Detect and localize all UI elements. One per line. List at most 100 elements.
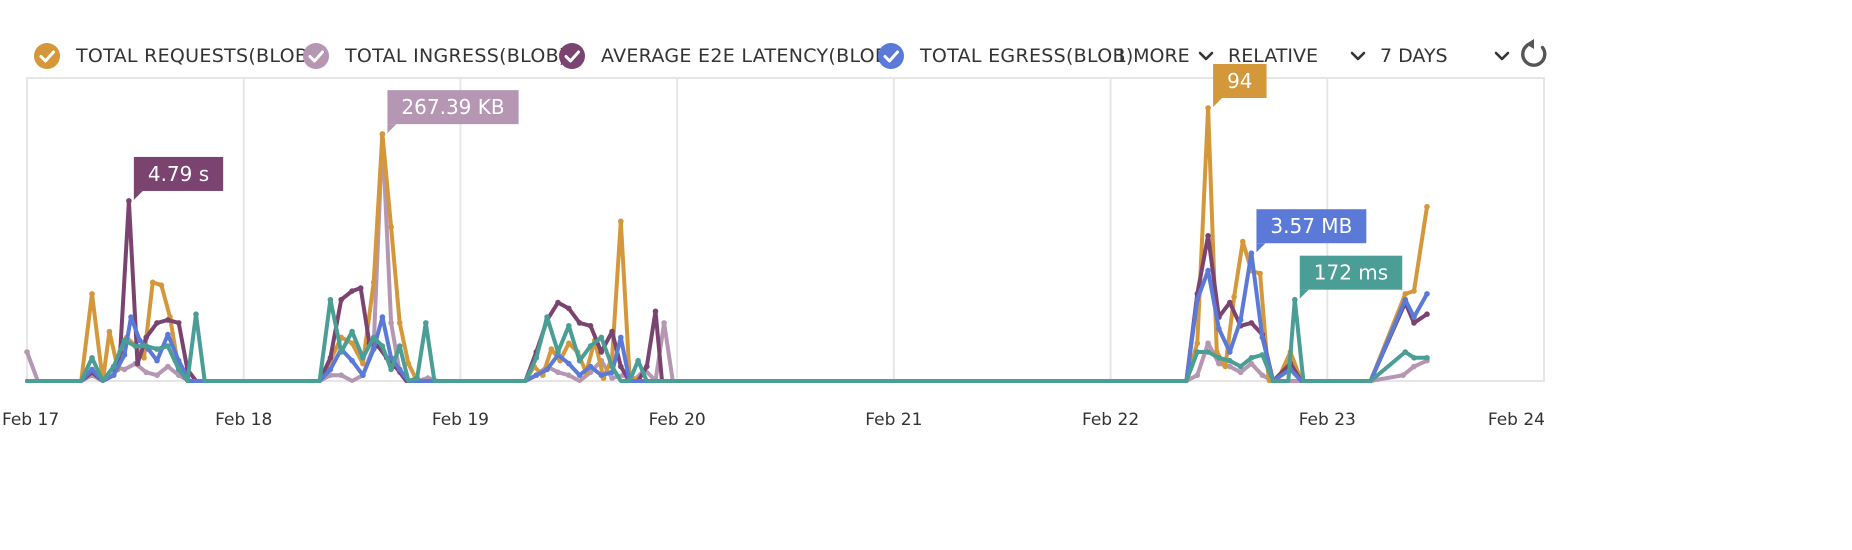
data-point [1194,372,1201,379]
callout-box [133,156,224,191]
data-point [388,224,394,230]
callout-label: 3.57 MB [1270,214,1352,238]
time-range-select[interactable]: 7 DAYS [1380,36,1448,76]
data-point [1411,363,1417,370]
data-callouts: 4.79 s 267.39 KB 94 3.57 MB 172 ms [133,64,1403,299]
data-point [405,360,412,367]
callout-box [1299,255,1403,290]
data-point [388,366,394,373]
data-point [327,355,334,361]
callout-box [1256,209,1367,244]
data-point [370,346,377,352]
data-point [126,198,132,204]
data-point [121,337,128,344]
data-point [396,320,403,326]
x-tick-label: Feb 23 [1299,410,1356,430]
callout-tail [1213,98,1223,107]
data-point [379,131,386,137]
check-icon [303,43,329,69]
data-point [1292,296,1298,303]
data-point [360,360,366,367]
data-point [1411,314,1417,320]
data-point [609,363,615,370]
time-mode-label: RELATIVE [1228,45,1318,67]
data-point [1424,203,1430,210]
x-tick-label: Feb 18 [215,410,272,430]
callout-label: 267.39 KB [401,95,504,119]
x-tick-label: Feb 20 [649,410,706,430]
callout-label: 94 [1227,69,1252,93]
refresh-button[interactable] [1518,36,1550,76]
data-point [349,357,355,364]
data-point [175,320,182,326]
data-point [327,296,334,303]
callout-tail [133,190,143,200]
data-point [598,349,605,355]
callout-label: 4.79 s [148,162,209,186]
data-point [1227,357,1233,364]
data-point [1194,349,1201,355]
data-point [379,314,386,320]
data-point [165,363,171,370]
data-point [566,340,572,347]
data-point [165,343,171,349]
data-point [89,366,95,373]
data-point [360,355,366,361]
x-tick-label: Feb 21 [865,410,922,430]
data-point [396,366,403,373]
data-point [609,328,615,335]
data-point [1400,372,1406,379]
data-point [128,314,134,320]
data-point [1237,369,1244,376]
x-tick-label: Feb 19 [432,410,489,430]
legend-item-total-requests[interactable]: TOTAL REQUESTS(BLOB) [34,36,316,76]
data-point [644,363,650,370]
data-point [175,366,182,373]
legend-item-total-ingress[interactable]: TOTAL INGRESS(BLOB) [303,36,567,76]
time-mode-chevron[interactable] [1342,36,1366,76]
data-point [1205,267,1211,274]
legend-label: TOTAL EGRESS(BLOB) [920,45,1134,67]
data-callout: 267.39 KB [387,90,519,134]
data-point [327,366,334,373]
data-point [587,369,594,376]
more-series-dropdown[interactable]: 1 MORE [1115,36,1214,76]
data-point [1240,238,1246,245]
series-lines [24,105,1430,383]
data-point [635,357,641,364]
chevron-down-icon [1350,45,1366,67]
data-point [1259,334,1266,341]
data-point [143,334,149,341]
data-point [154,346,160,352]
data-point [379,343,386,349]
time-range-chevron[interactable] [1486,36,1510,76]
data-point [388,320,394,326]
data-point [396,343,403,349]
chevron-down-icon [1494,45,1510,67]
data-point [587,363,594,370]
data-point [141,355,147,361]
check-icon [559,43,585,69]
data-point [1257,270,1263,277]
time-mode-select[interactable]: RELATIVE [1228,36,1318,76]
check-icon [878,43,904,69]
callout-box [1213,64,1267,98]
data-point [618,218,624,225]
data-point [388,355,394,361]
legend-item-total-egress[interactable]: TOTAL EGRESS(BLOB) [878,36,1134,76]
data-point [1216,355,1222,361]
data-point [143,343,149,349]
data-point [1424,355,1430,361]
data-point [566,360,572,367]
data-point [1214,349,1220,355]
data-point [110,363,117,370]
legend-item-average-e2e-latency[interactable]: AVERAGE E2E LATENCY(BLOB) [559,36,896,76]
data-point [555,349,561,355]
data-point [24,349,30,355]
data-point [338,372,345,379]
data-point [1237,317,1244,323]
data-point [370,334,377,341]
data-point [555,299,561,306]
data-point [1424,311,1430,318]
